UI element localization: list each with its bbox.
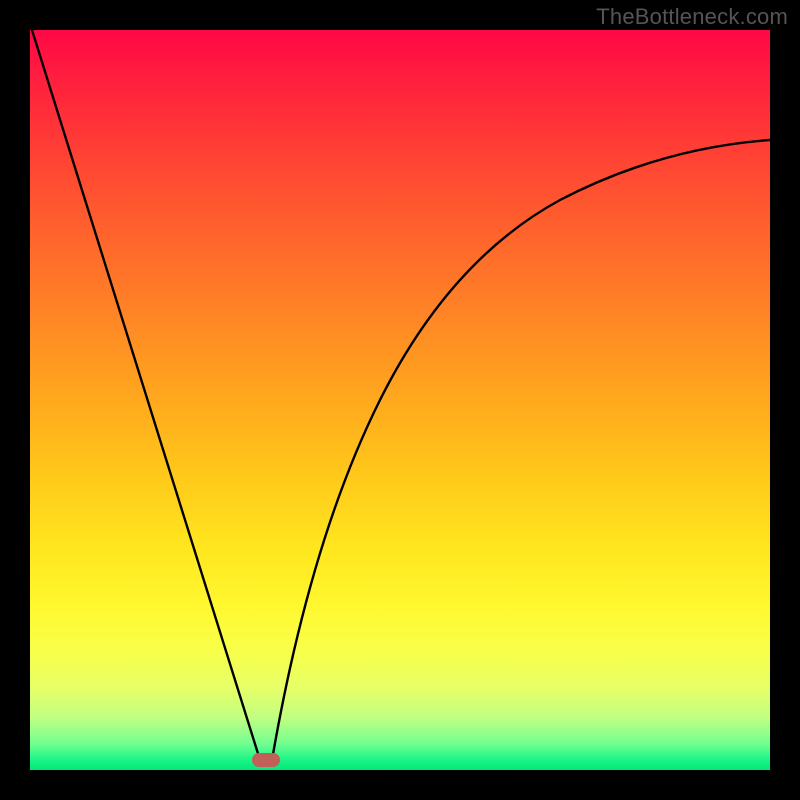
watermark-text: TheBottleneck.com xyxy=(596,4,788,30)
plot-area xyxy=(30,30,770,770)
chart-svg xyxy=(0,0,800,800)
min-marker xyxy=(252,753,280,767)
chart-container: TheBottleneck.com xyxy=(0,0,800,800)
